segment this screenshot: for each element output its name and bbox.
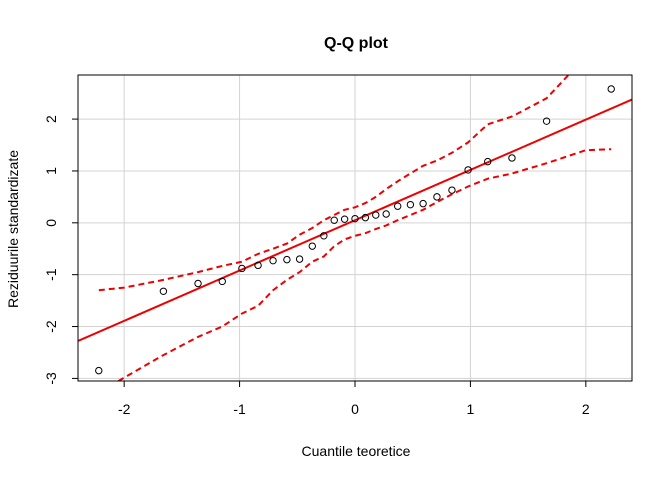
data-point (607, 85, 615, 93)
data-point (238, 264, 246, 273)
data-point (464, 166, 472, 174)
x-tick-label: 2 (582, 401, 590, 417)
y-tick-label: 2 (43, 115, 59, 123)
data-point (254, 261, 262, 270)
y-tick-label: -3 (43, 372, 59, 385)
y-tick-label: -1 (43, 268, 59, 281)
data-point (95, 366, 103, 375)
plot-area: -2 -1 0 1 2 -3 -2 -1 0 1 2 (43, 74, 633, 417)
data-point (218, 277, 226, 286)
x-tick-label: 0 (351, 401, 359, 417)
chart-title: Q-Q plot (324, 35, 389, 52)
data-point (542, 117, 551, 125)
data-point (419, 199, 427, 208)
data-point (283, 255, 291, 264)
y-tick-label: 1 (43, 167, 59, 175)
x-axis-label: Cuantile teoretice (302, 443, 411, 459)
upper-confidence-band (98, 75, 570, 292)
x-tick-label: 1 (467, 401, 475, 417)
data-point (295, 255, 304, 263)
data-point (361, 213, 370, 222)
data-point (340, 215, 349, 223)
data-point (484, 157, 492, 166)
y-tick-label: 0 (43, 219, 59, 227)
data-point (308, 242, 316, 250)
data-point (320, 232, 328, 240)
data-point (394, 202, 402, 210)
x-tick-label: -2 (118, 401, 131, 417)
data-point (159, 287, 168, 295)
data-point (382, 210, 390, 218)
data-point (406, 200, 415, 209)
y-axis-label: Reziduurile standardizate (5, 150, 21, 308)
data-point (508, 154, 516, 162)
data-point (448, 186, 456, 194)
data-point (372, 211, 380, 219)
lower-confidence-band (117, 148, 612, 381)
data-point (269, 256, 277, 265)
data-point (351, 214, 359, 223)
data-point (433, 193, 441, 201)
reference-line (78, 98, 632, 342)
y-tick-label: -2 (43, 320, 59, 333)
x-tick-label: -1 (233, 401, 246, 417)
data-point (194, 279, 202, 288)
data-point (330, 216, 338, 224)
